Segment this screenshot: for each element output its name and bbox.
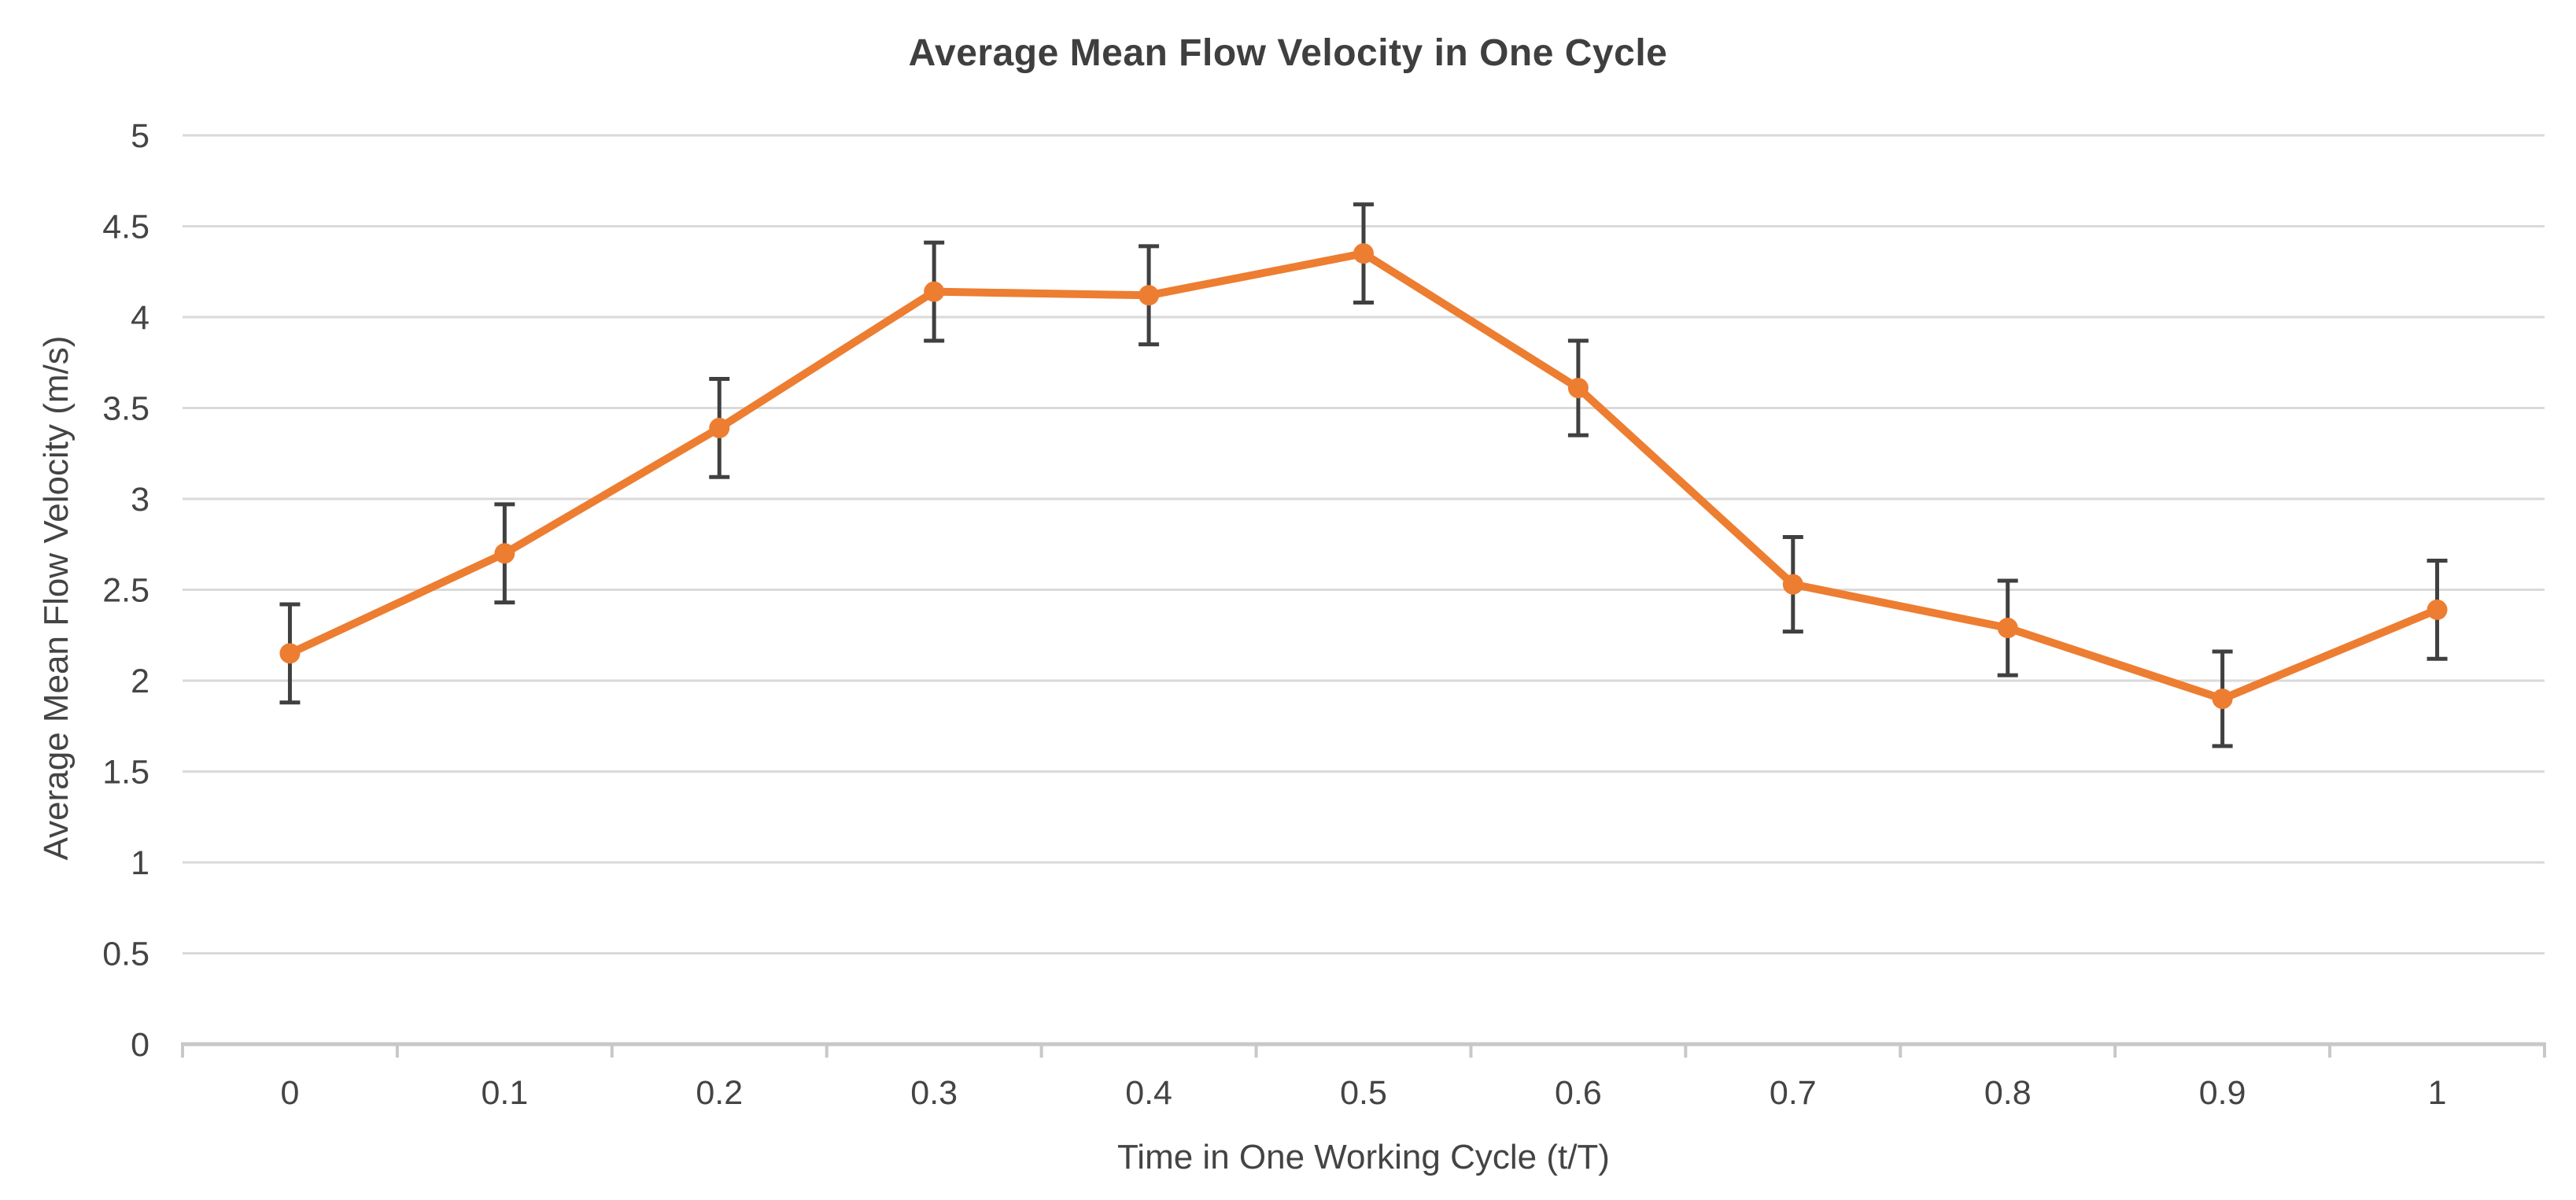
y-tick-label: 1 — [131, 844, 149, 882]
data-point-marker — [709, 417, 730, 438]
y-tick-label: 4.5 — [102, 209, 149, 246]
x-tick-label: 0.7 — [1770, 1074, 1817, 1112]
x-tick-label: 0.6 — [1555, 1074, 1602, 1112]
data-point-marker — [1139, 285, 1160, 306]
x-tick-label: 0.4 — [1125, 1074, 1172, 1112]
x-tick-label: 0.8 — [1984, 1074, 2032, 1112]
y-tick-label: 0 — [131, 1026, 149, 1064]
chart-title: Average Mean Flow Velocity in One Cycle — [908, 32, 1668, 74]
data-point-marker — [2212, 689, 2233, 710]
y-tick-label: 5 — [131, 117, 149, 155]
x-tick-label: 0.5 — [1340, 1074, 1387, 1112]
x-tick-label: 0.3 — [910, 1074, 958, 1112]
x-tick-label: 0.9 — [2199, 1074, 2246, 1112]
data-point-marker — [1567, 378, 1589, 399]
y-tick-label: 1.5 — [102, 754, 149, 792]
y-tick-label: 3 — [131, 481, 149, 519]
y-tick-label: 2 — [131, 663, 149, 700]
data-point-marker — [1782, 574, 1803, 595]
x-tick-label: 1 — [2428, 1074, 2447, 1112]
y-tick-label: 2.5 — [102, 572, 149, 610]
data-point-marker — [924, 281, 945, 302]
x-axis-title: Time in One Working Cycle (t/T) — [1117, 1138, 1610, 1176]
x-tick-label: 0.1 — [481, 1074, 528, 1112]
y-tick-label: 0.5 — [102, 936, 149, 973]
data-point-marker — [1353, 243, 1374, 264]
x-tick-label: 0 — [280, 1074, 299, 1112]
series-line — [286, 249, 2441, 703]
data-point-marker — [2427, 599, 2448, 620]
data-point-marker — [279, 643, 301, 664]
y-tick-label: 4 — [131, 299, 149, 337]
y-tick-label: 3.5 — [102, 390, 149, 428]
data-point-marker — [494, 543, 515, 564]
y-axis-title: Average Mean Flow Velocity (m/s) — [37, 335, 76, 861]
data-point-marker — [1997, 618, 2018, 639]
x-tick-label: 0.2 — [696, 1074, 743, 1112]
